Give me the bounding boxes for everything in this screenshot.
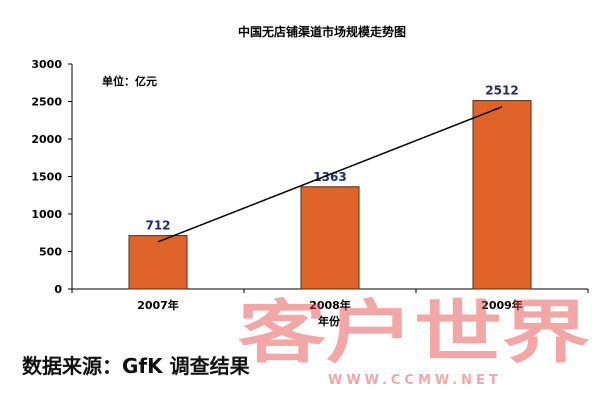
category-label: 2009年 — [481, 298, 523, 312]
unit-note: 单位：亿元 — [102, 74, 157, 88]
data-label: 2512 — [485, 84, 518, 98]
source-note: 数据来源：GfK 调查结果 — [22, 354, 250, 378]
y-tick-label: 500 — [39, 246, 62, 259]
trend-line-group — [157, 106, 503, 243]
data-label: 1363 — [313, 170, 346, 184]
watermark-url: WWW.CCMW.NET — [328, 373, 502, 388]
y-tick-label: 1000 — [31, 208, 62, 221]
category-label: 2008年 — [309, 298, 351, 312]
y-tick-label: 2000 — [31, 133, 62, 146]
y-tick-label: 3000 — [31, 58, 62, 71]
y-tick-label: 0 — [54, 283, 62, 296]
data-label: 712 — [145, 219, 170, 233]
plot-area: 0 500 1000 1500 2000 2500 3000 712 1363 2512 200… — [31, 58, 589, 312]
x-axis-title: 年份 — [318, 314, 341, 328]
category-labels: 2007年 2008年 2009年 — [137, 298, 523, 312]
bar-2008年 — [300, 186, 360, 290]
y-axis-ticks: 0 500 1000 1500 2000 2500 3000 — [31, 58, 72, 296]
data-labels: 712 1363 2512 — [145, 84, 518, 233]
watermark-text: 客户世界 — [238, 294, 590, 373]
category-label: 2007年 — [137, 298, 179, 312]
bar-series — [128, 100, 532, 290]
chart-title: 中国无店铺渠道市场规模走势图 — [238, 24, 406, 39]
bar-2007年 — [128, 235, 188, 290]
x-axis-ticks — [71, 289, 589, 293]
trend-line — [157, 106, 503, 243]
y-tick-label: 1500 — [31, 171, 62, 184]
bar-2009年 — [472, 100, 532, 290]
y-tick-label: 2500 — [31, 96, 62, 109]
